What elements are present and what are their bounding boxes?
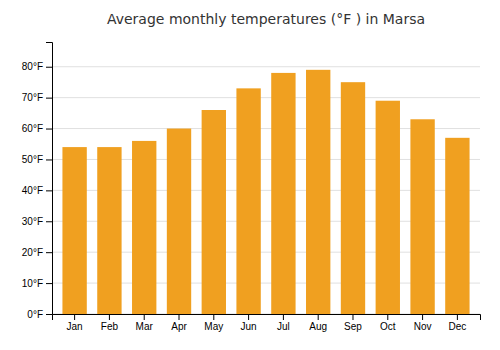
y-tick-label: 10°F (22, 278, 43, 289)
x-tick: Jan (67, 314, 83, 332)
y-tick-mark (46, 221, 52, 222)
y-tick-label: 0°F (27, 309, 43, 320)
y-tick-label: 80°F (22, 61, 43, 72)
x-tick-mark (213, 314, 214, 320)
title: Average monthly temperatures (°F ) in Ma… (107, 11, 425, 27)
y-tick: 20°F (22, 247, 52, 258)
y-tick-mark (46, 159, 52, 160)
chart-container: 0°F 10°F 20°F 30°F 40°F 50°F 60°F 70°F 80°F Jan Fe… (0, 0, 500, 350)
bar (132, 141, 156, 314)
x-tick-mark (144, 314, 145, 320)
x-tick-label: Sep (344, 321, 362, 332)
y-tick-mark (46, 314, 52, 315)
x-axis: Jan Feb Mar Apr May Jun Jul Aug Sep Oct Nov Dec (53, 314, 481, 332)
y-tick-mark (46, 67, 52, 68)
y-tick-label: 20°F (22, 247, 43, 258)
y-tick: 50°F (22, 154, 52, 165)
y-tick: 0°F (27, 309, 52, 320)
x-tick-label: Jun (241, 321, 257, 332)
x-tick-label: Mar (136, 321, 154, 332)
x-tick-label: Apr (171, 321, 187, 332)
x-tick: Aug (309, 314, 327, 332)
x-tick: May (204, 314, 223, 332)
y-tick-label: 50°F (22, 154, 43, 165)
y-tick: 60°F (22, 123, 52, 134)
x-tick-label: Feb (101, 321, 119, 332)
y-tick-label: 30°F (22, 216, 43, 227)
bar (62, 147, 86, 314)
grid-line (52, 97, 480, 98)
y-tick-mark (46, 98, 52, 99)
bar (376, 101, 400, 314)
x-tick-label: Jan (67, 321, 83, 332)
x-tick-label: Oct (380, 321, 396, 332)
x-tick: Oct (380, 314, 396, 332)
grid-line (52, 66, 480, 67)
y-tick-label: 60°F (22, 123, 43, 134)
bar (306, 70, 330, 314)
y-tick-mark (46, 252, 52, 253)
x-tick: Sep (344, 314, 362, 332)
x-tick-mark (248, 314, 249, 320)
x-tick-mark (422, 314, 423, 320)
x-tick: Jun (241, 314, 257, 332)
x-tick: Apr (171, 314, 187, 332)
x-tick-mark (352, 314, 353, 320)
bar (341, 82, 365, 314)
y-tick-mark (46, 190, 52, 191)
grid (52, 67, 480, 314)
x-tick-label: Aug (309, 321, 327, 332)
x-tick-mark (179, 314, 180, 320)
y-tick-mark (46, 283, 52, 284)
bar (445, 138, 469, 314)
x-tick-label: Jul (277, 321, 290, 332)
x-tick: Mar (136, 314, 154, 332)
y-axis: 0°F 10°F 20°F 30°F 40°F 50°F 60°F 70°F 80°F (22, 43, 53, 320)
bar (97, 147, 121, 314)
y-tick: 40°F (22, 185, 52, 196)
x-tick: Jul (277, 314, 290, 332)
x-tick-label: Nov (414, 321, 432, 332)
x-tick-mark (318, 314, 319, 320)
x-axis-line (53, 315, 481, 321)
y-tick: 80°F (22, 61, 52, 72)
bar (202, 110, 226, 314)
bar (271, 73, 295, 314)
x-tick-label: May (204, 321, 223, 332)
y-tick: 10°F (22, 278, 52, 289)
plot: 0°F 10°F 20°F 30°F 40°F 50°F 60°F 70°F 80°F Jan Fe… (22, 43, 481, 333)
y-tick-mark (46, 129, 52, 130)
x-tick-mark (457, 314, 458, 320)
y-tick: 30°F (22, 216, 52, 227)
x-tick-mark (283, 314, 284, 320)
y-tick: 70°F (22, 92, 52, 103)
bar (167, 129, 191, 314)
y-tick-label: 70°F (22, 92, 43, 103)
x-tick-mark (109, 314, 110, 320)
x-tick: Feb (101, 314, 119, 332)
x-tick: Dec (448, 314, 466, 332)
x-tick-mark (74, 314, 75, 320)
y-tick-label: 40°F (22, 185, 43, 196)
x-tick-label: Dec (448, 321, 466, 332)
x-tick: Nov (414, 314, 432, 332)
bar (410, 119, 434, 314)
y-axis-line (46, 43, 53, 315)
chart-svg: 0°F 10°F 20°F 30°F 40°F 50°F 60°F 70°F 80°F Jan Fe… (0, 0, 500, 350)
bars (62, 70, 469, 314)
x-tick-mark (387, 314, 388, 320)
bar (236, 88, 260, 314)
